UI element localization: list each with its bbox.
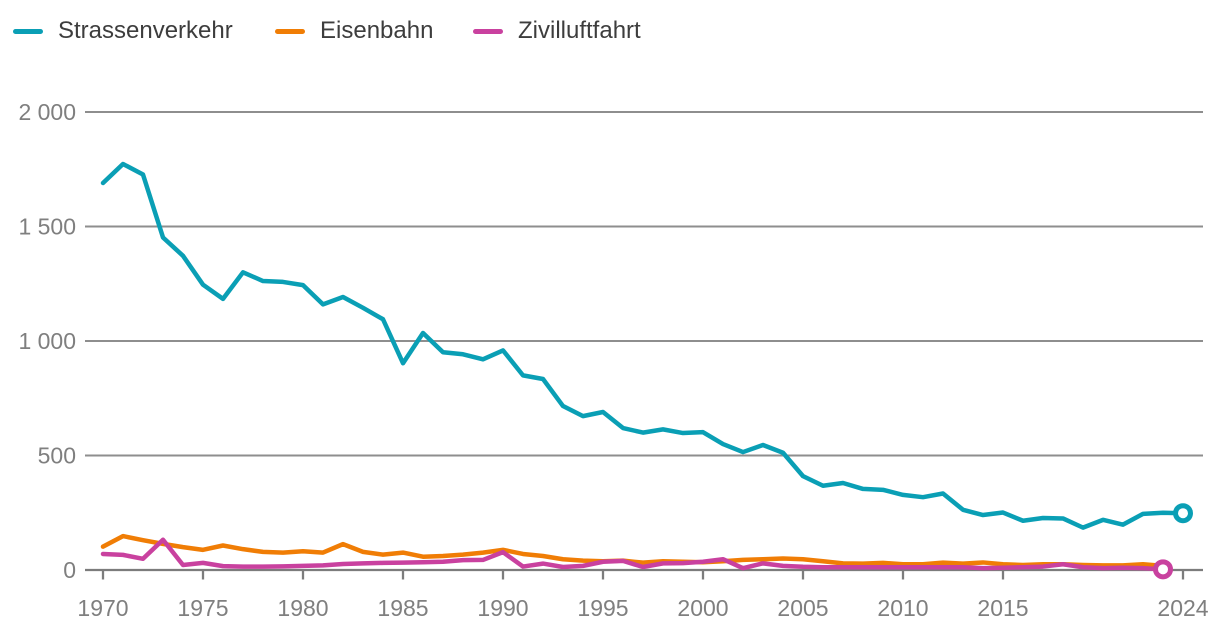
x-tick-label-2024: 2024 bbox=[1157, 595, 1208, 621]
legend-label: Eisenbahn bbox=[320, 17, 434, 44]
x-tick-label-1975: 1975 bbox=[177, 595, 228, 621]
strassenverkehr-swatch-icon bbox=[13, 28, 43, 34]
x-tick-label-1985: 1985 bbox=[377, 595, 428, 621]
x-tick-label-1995: 1995 bbox=[577, 595, 628, 621]
x-tick-label-2000: 2000 bbox=[677, 595, 728, 621]
end-marker-zivilluftfahrt[interactable] bbox=[1153, 559, 1173, 580]
x-tick-label-2005: 2005 bbox=[777, 595, 828, 621]
x-tick-label-2010: 2010 bbox=[877, 595, 928, 621]
y-tick-label-500: 500 bbox=[38, 443, 76, 469]
eisenbahn-swatch-icon bbox=[275, 28, 305, 34]
legend-item-eisenbahn[interactable]: Eisenbahn bbox=[275, 17, 433, 45]
series-line-strassenverkehr[interactable] bbox=[100, 161, 1186, 530]
x-tick-label-1980: 1980 bbox=[277, 595, 328, 621]
y-tick-label-0: 0 bbox=[63, 557, 76, 583]
series-line-eisenbahn[interactable] bbox=[100, 533, 1166, 569]
y-tick-label-2000: 2 000 bbox=[18, 99, 76, 125]
end-marker-strassenverkehr[interactable] bbox=[1173, 503, 1193, 524]
x-tick-label-1990: 1990 bbox=[477, 595, 528, 621]
x-tick-label-1970: 1970 bbox=[77, 595, 128, 621]
y-tick-label-1000: 1 000 bbox=[18, 328, 76, 354]
legend-item-strassenverkehr[interactable]: Strassenverkehr bbox=[13, 17, 233, 45]
legend-label: Zivilluftfahrt bbox=[518, 17, 641, 44]
series-line-zivilluftfahrt[interactable] bbox=[100, 537, 1166, 572]
legend-label: Strassenverkehr bbox=[58, 17, 233, 44]
y-tick-label-1500: 1 500 bbox=[18, 214, 76, 240]
x-tick-label-2015: 2015 bbox=[977, 595, 1028, 621]
legend-item-zivilluftfahrt[interactable]: Zivilluftfahrt bbox=[473, 17, 641, 45]
zivilluftfahrt-swatch-icon bbox=[473, 28, 503, 34]
chart-legend: Strassenverkehr Eisenbahn Zivilluftfahrt bbox=[0, 0, 1220, 52]
